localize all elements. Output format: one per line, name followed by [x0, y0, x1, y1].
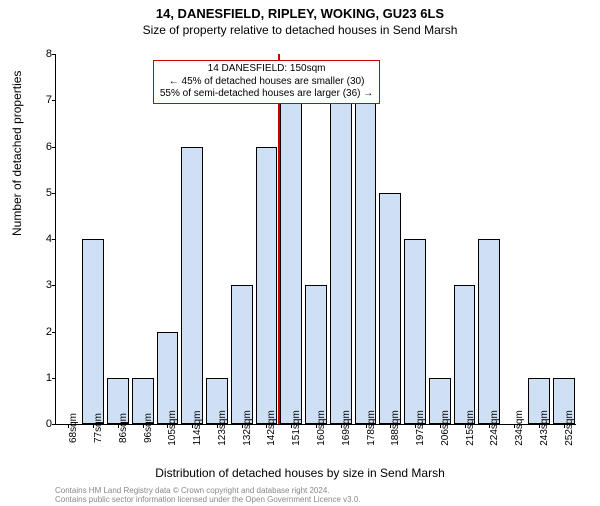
- x-tick-label: 178sqm: [366, 410, 377, 446]
- x-tick-label: 114sqm: [192, 411, 203, 446]
- x-tick-label: 77sqm: [93, 413, 104, 443]
- x-tick-label: 142sqm: [266, 410, 277, 446]
- bar: [82, 239, 104, 424]
- footer-attribution: Contains HM Land Registry data © Crown c…: [55, 486, 361, 504]
- bar: [330, 100, 352, 424]
- x-tick-label: 188sqm: [390, 410, 401, 446]
- y-tick-mark: [52, 378, 56, 379]
- x-tick-label: 132sqm: [242, 410, 253, 446]
- bar: [181, 147, 203, 425]
- y-tick-mark: [52, 54, 56, 55]
- footer-line1: Contains HM Land Registry data © Crown c…: [55, 486, 361, 495]
- x-tick-label: 96sqm: [143, 413, 154, 443]
- y-axis-label: Number of detached properties: [10, 71, 24, 236]
- marker-line: [278, 54, 280, 424]
- y-tick-mark: [52, 424, 56, 425]
- bar: [379, 193, 401, 424]
- bar: [305, 285, 327, 424]
- chart-title-sub: Size of property relative to detached ho…: [0, 23, 600, 37]
- chart-title-main: 14, DANESFIELD, RIPLEY, WOKING, GU23 6LS: [0, 6, 600, 21]
- bar: [256, 147, 278, 425]
- y-tick-mark: [52, 332, 56, 333]
- x-tick-label: 243sqm: [539, 410, 550, 446]
- chart-plot-area: 01234567868sqm77sqm86sqm96sqm105sqm114sq…: [55, 54, 575, 424]
- x-tick-label: 169sqm: [341, 410, 352, 446]
- x-tick-label: 105sqm: [167, 410, 178, 446]
- bar: [454, 285, 476, 424]
- y-tick-mark: [52, 239, 56, 240]
- annotation-line3: 55% of semi-detached houses are larger (…: [160, 88, 373, 101]
- bar: [355, 100, 377, 424]
- annotation-box: 14 DANESFIELD: 150sqm ← 45% of detached …: [153, 60, 380, 104]
- x-tick-label: 151sqm: [291, 410, 302, 446]
- y-tick-mark: [52, 147, 56, 148]
- annotation-line2: ← 45% of detached houses are smaller (30…: [160, 76, 373, 89]
- bar: [404, 239, 426, 424]
- x-tick-label: 123sqm: [217, 410, 228, 446]
- x-tick-label: 252sqm: [564, 410, 575, 446]
- bar: [231, 285, 253, 424]
- x-tick-label: 160sqm: [316, 410, 327, 446]
- annotation-line1: 14 DANESFIELD: 150sqm: [160, 63, 373, 76]
- y-tick-mark: [52, 100, 56, 101]
- x-axis-label: Distribution of detached houses by size …: [0, 466, 600, 480]
- x-tick-label: 68sqm: [68, 413, 79, 443]
- y-tick-mark: [52, 193, 56, 194]
- x-tick-label: 86sqm: [118, 413, 129, 443]
- x-tick-label: 197sqm: [415, 410, 426, 446]
- x-tick-label: 234sqm: [514, 410, 525, 446]
- x-tick-label: 206sqm: [440, 410, 451, 446]
- x-tick-label: 215sqm: [465, 410, 476, 446]
- bar: [280, 100, 302, 424]
- plot-box: 01234567868sqm77sqm86sqm96sqm105sqm114sq…: [55, 54, 576, 425]
- x-tick-label: 224sqm: [489, 410, 500, 446]
- footer-line2: Contains public sector information licen…: [55, 495, 361, 504]
- bar: [478, 239, 500, 424]
- y-tick-mark: [52, 285, 56, 286]
